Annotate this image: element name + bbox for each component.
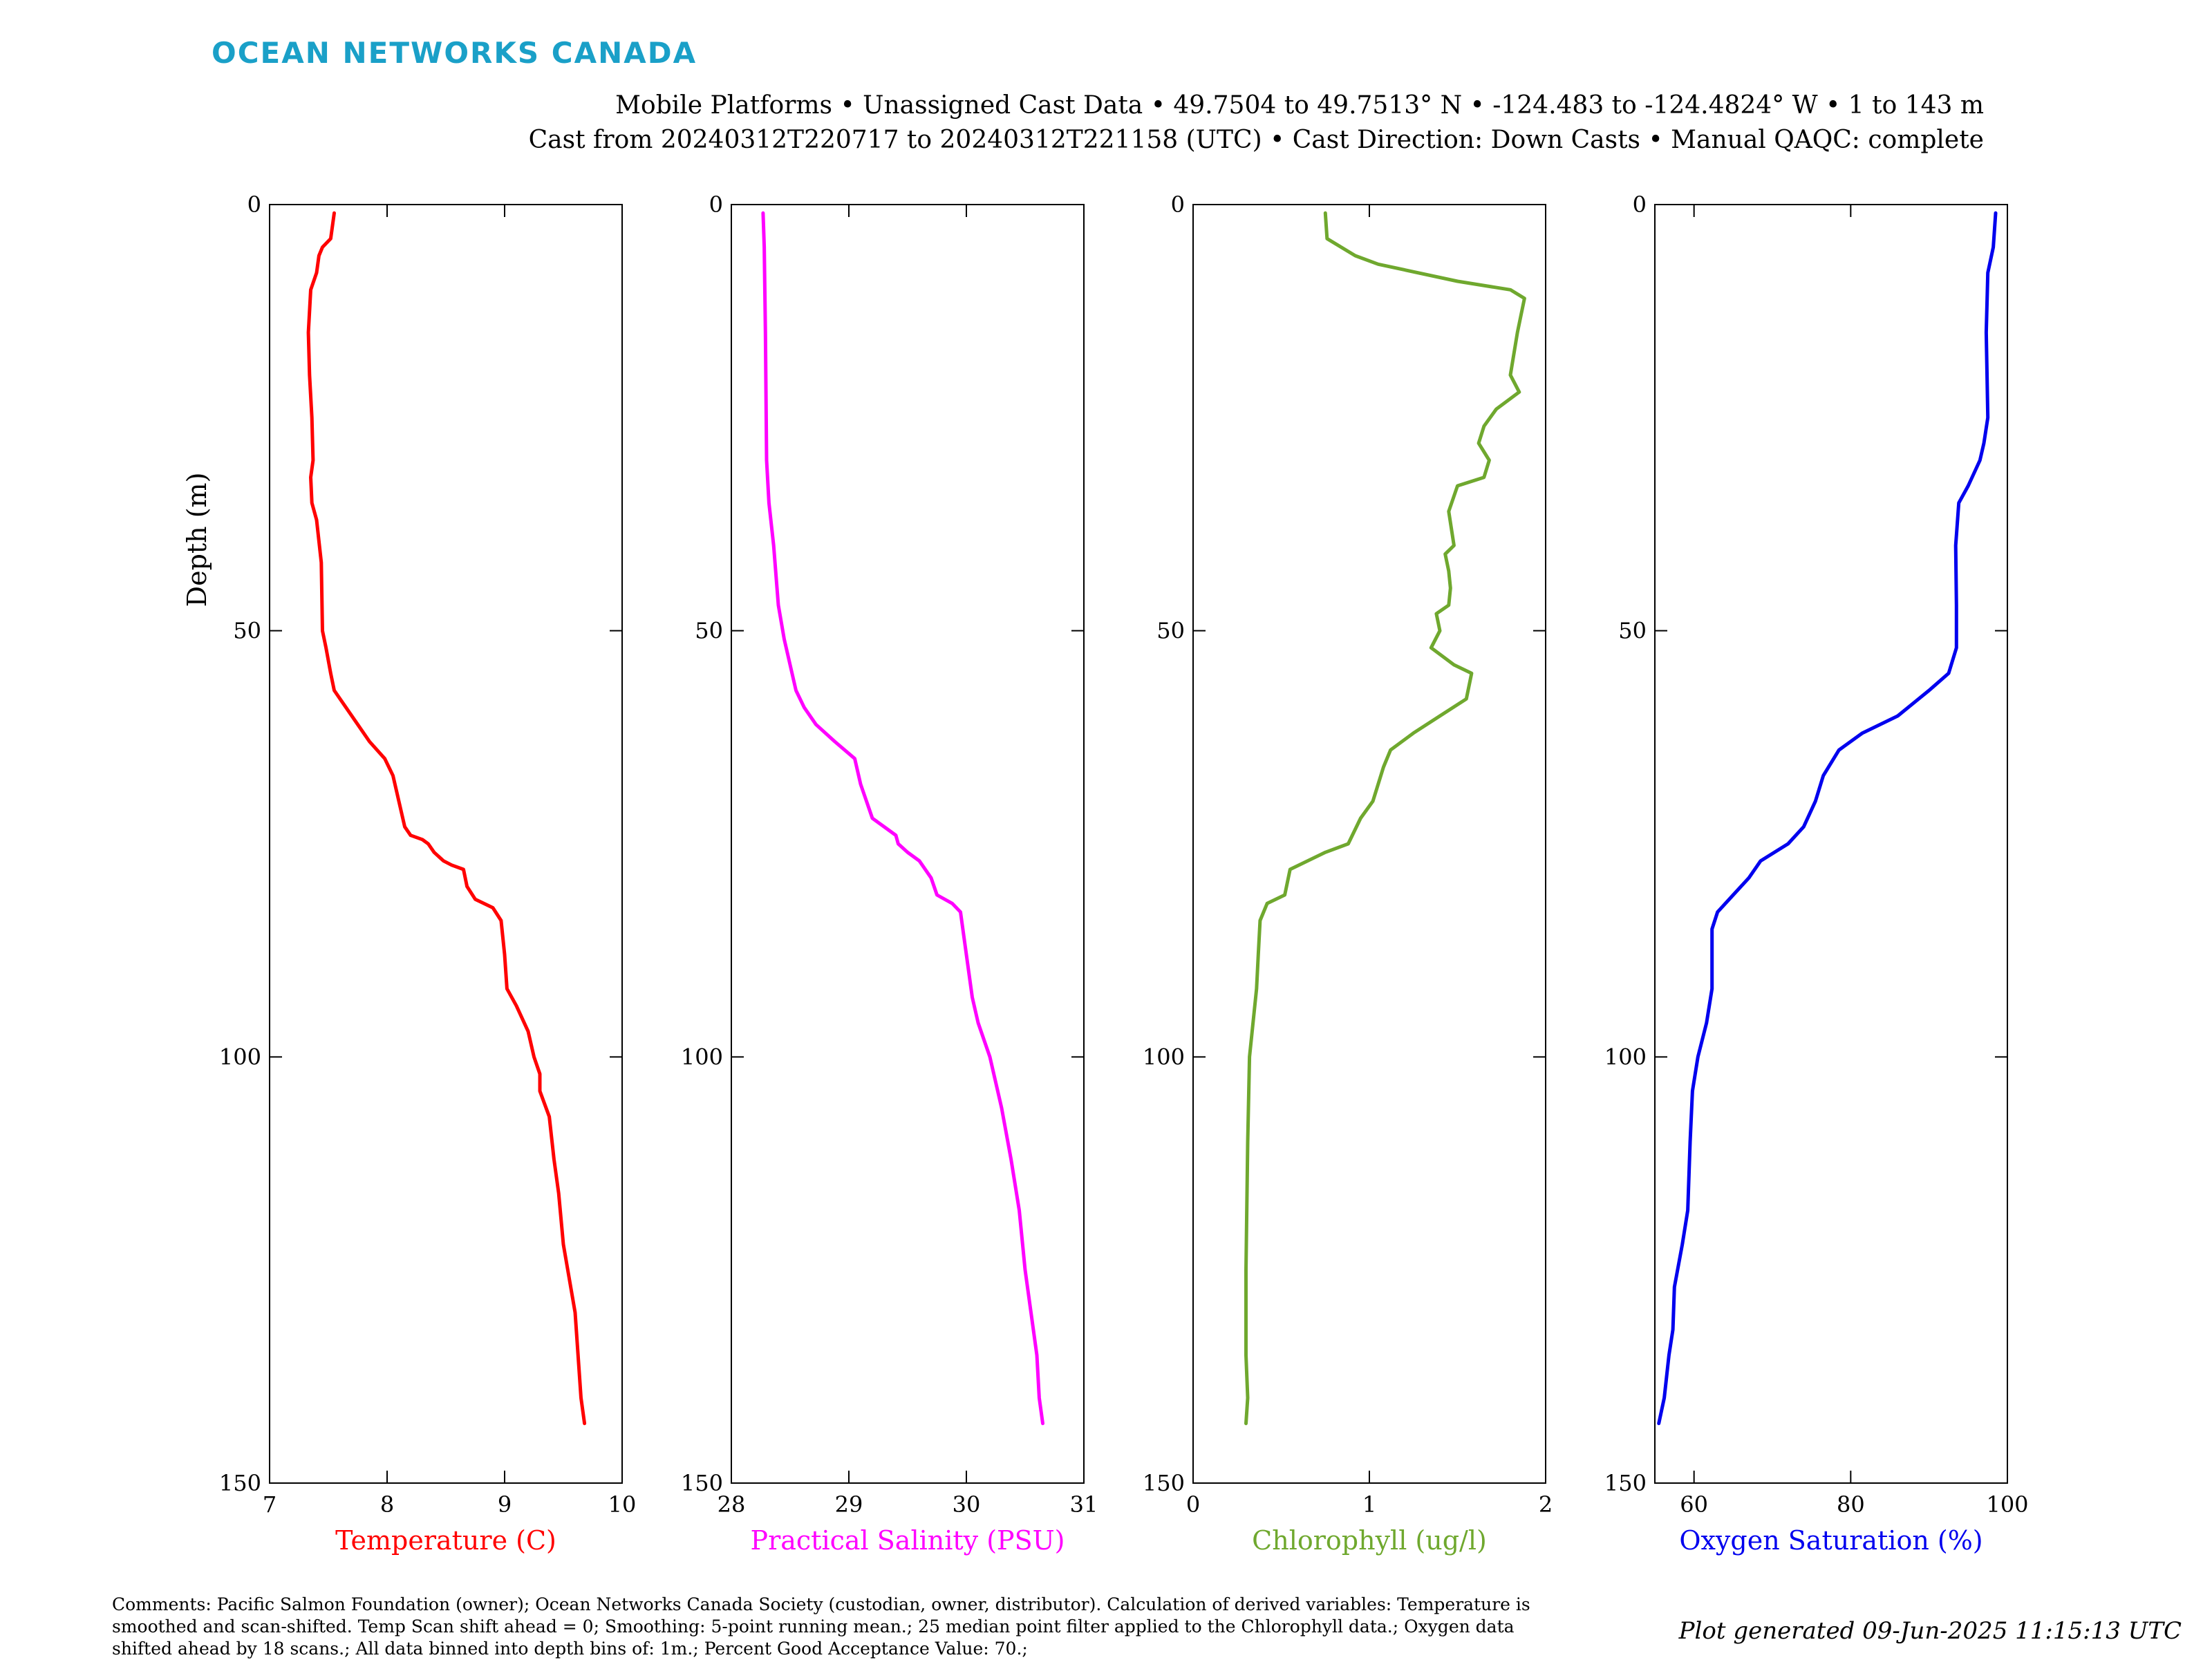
y-tick-label-4: 50 — [1618, 618, 1647, 644]
y-tick-label-1: 150 — [219, 1470, 261, 1496]
y-tick-label-4: 100 — [1604, 1044, 1647, 1070]
x-tick-label-1: 7 — [263, 1491, 276, 1518]
plot-generated-text: Plot generated 09-Jun-2025 11:15:13 UTC — [1678, 1617, 2182, 1645]
x-axis-label-2: Practical Salinity (PSU) — [751, 1525, 1065, 1556]
y-tick-label-3: 0 — [1171, 191, 1185, 218]
y-tick-label-3: 50 — [1156, 618, 1185, 644]
comments-text: Comments: Pacific Salmon Foundation (own… — [112, 1594, 1530, 1659]
x-tick-label-4: 100 — [1986, 1491, 2028, 1518]
y-tick-label-3: 150 — [1143, 1470, 1185, 1496]
x-tick-label-4: 80 — [1837, 1491, 1865, 1518]
y-tick-label-2: 0 — [709, 191, 723, 218]
x-tick-label-2: 30 — [953, 1491, 981, 1518]
x-tick-label-3: 0 — [1186, 1491, 1200, 1518]
y-axis-label: Depth (m) — [182, 473, 212, 607]
y-tick-label-1: 0 — [247, 191, 261, 218]
header-line-1: Mobile Platforms • Unassigned Cast Data … — [615, 91, 1984, 120]
plot-frame-4 — [1654, 204, 2008, 1484]
x-tick-label-2: 28 — [718, 1491, 746, 1518]
x-tick-label-2: 29 — [835, 1491, 863, 1518]
plot-frame-2 — [731, 204, 1085, 1484]
y-tick-label-2: 50 — [695, 618, 723, 644]
series-line-4 — [1657, 211, 1998, 1426]
x-axis-label-3: Chlorophyll (ug/l) — [1252, 1525, 1487, 1556]
x-tick-label-4: 60 — [1680, 1491, 1708, 1518]
y-tick-label-1: 50 — [233, 618, 261, 644]
x-tick-label-2: 31 — [1070, 1491, 1098, 1518]
y-tick-label-1: 100 — [219, 1044, 261, 1070]
series-line-3 — [1244, 211, 1526, 1426]
header-line-2: Cast from 20240312T220717 to 20240312T22… — [528, 126, 1984, 154]
series-line-2 — [761, 211, 1044, 1426]
x-tick-label-3: 1 — [1362, 1491, 1376, 1518]
x-tick-label-1: 8 — [380, 1491, 394, 1518]
x-tick-label-1: 9 — [498, 1491, 512, 1518]
x-axis-label-1: Temperature (C) — [335, 1525, 556, 1556]
x-tick-label-1: 10 — [608, 1491, 637, 1518]
y-tick-label-2: 150 — [681, 1470, 723, 1496]
brand-logo: OCEAN NETWORKS CANADA — [212, 36, 697, 70]
x-tick-label-3: 2 — [1539, 1491, 1553, 1518]
y-tick-label-4: 0 — [1633, 191, 1647, 218]
y-tick-label-4: 150 — [1604, 1470, 1647, 1496]
x-axis-label-4: Oxygen Saturation (%) — [1679, 1525, 1983, 1556]
y-tick-label-2: 100 — [681, 1044, 723, 1070]
plot-frame-1 — [269, 204, 623, 1484]
series-line-1 — [306, 211, 587, 1426]
y-tick-label-3: 100 — [1143, 1044, 1185, 1070]
